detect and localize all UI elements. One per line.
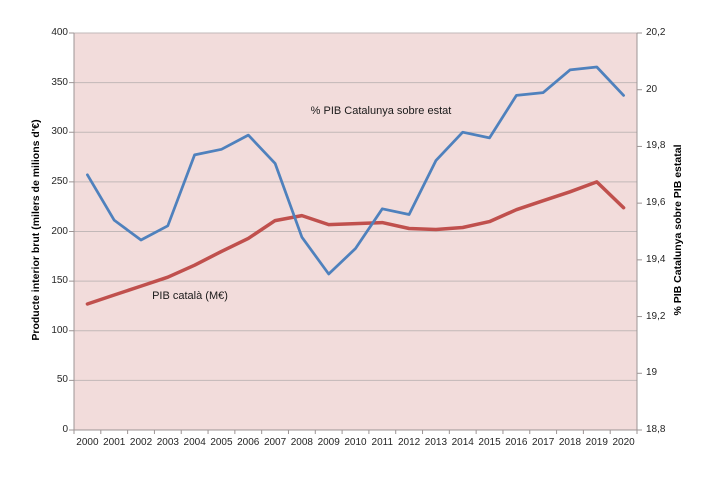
x-axis-tick-label: 2019 — [585, 437, 608, 448]
right-axis-tick-label: 20,2 — [646, 27, 666, 38]
x-axis-tick-label: 2013 — [424, 437, 448, 448]
x-axis-tick-label: 2015 — [478, 437, 501, 448]
series-label-pib-share: % PIB Catalunya sobre estat — [310, 105, 452, 117]
left-axis-tick-label: 300 — [51, 126, 68, 138]
x-axis-tick-label: 2001 — [103, 437, 126, 448]
x-axis-tick-label: 2020 — [612, 437, 635, 448]
x-axis-tick-label: 2014 — [451, 437, 474, 448]
right-axis-tick-label: 19,8 — [646, 140, 666, 152]
x-axis-tick-label: 2003 — [156, 437, 179, 448]
x-axis-tick-label: 2007 — [263, 437, 287, 448]
right-axis-tick-label: 20 — [646, 83, 658, 95]
left-axis-title: Producte interior brut (milers de milion… — [30, 119, 42, 341]
right-axis-tick-label: 19 — [646, 367, 658, 379]
x-axis-tick-label: 2012 — [397, 437, 421, 448]
left-axis-tick-label: 0 — [62, 424, 68, 435]
right-axis-tick-label: 19,6 — [646, 197, 666, 209]
x-axis-tick-label: 2017 — [532, 437, 555, 448]
left-axis-tick-label: 350 — [51, 76, 68, 88]
x-axis-tick-label: 2010 — [344, 437, 367, 448]
x-axis-tick-label: 2008 — [290, 437, 313, 448]
left-axis-tick-label: 250 — [51, 175, 68, 187]
left-axis-tick-label: 200 — [51, 225, 68, 237]
right-axis-tick-label: 19,4 — [646, 253, 666, 265]
x-axis-tick-label: 2004 — [183, 437, 206, 448]
left-axis-tick-label: 400 — [51, 27, 68, 38]
x-axis-tick-label: 2009 — [317, 437, 340, 448]
x-axis-tick-label: 2002 — [129, 437, 153, 448]
pib-catala-line — [85, 180, 626, 306]
right-axis-tick-label: 19,2 — [646, 310, 666, 322]
right-axis-tick-label: 18,8 — [646, 424, 666, 435]
left-axis-tick-label: 50 — [56, 374, 68, 386]
series-label-pib-catala: PIB català (M€) — [152, 290, 228, 302]
x-axis-tick-label: 2018 — [558, 437, 582, 448]
x-axis-tick-label: 2016 — [505, 437, 528, 448]
right-axis-title: % PIB Catalunya sobre PIB estatal — [672, 144, 684, 316]
x-axis-tick-label: 2006 — [237, 437, 260, 448]
left-axis-tick-label: 150 — [51, 275, 68, 287]
pib-share-line — [86, 65, 625, 276]
x-axis-tick-label: 2000 — [76, 437, 99, 448]
x-axis-tick-label: 2005 — [210, 437, 233, 448]
x-axis-tick-label: 2011 — [371, 437, 394, 448]
left-axis-tick-label: 100 — [51, 324, 68, 336]
